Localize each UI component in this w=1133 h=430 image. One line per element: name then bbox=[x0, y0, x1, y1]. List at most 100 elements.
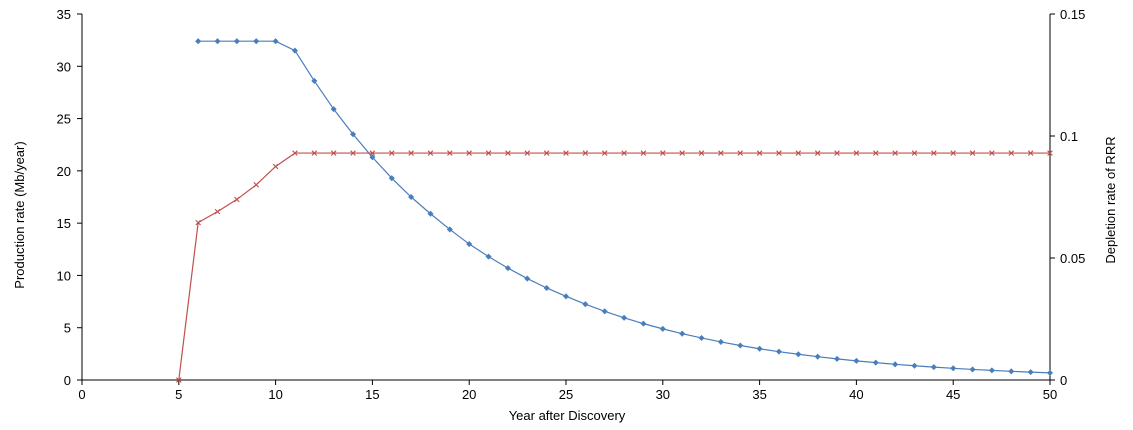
data-point-x bbox=[679, 150, 685, 156]
data-point-x bbox=[330, 150, 337, 156]
data-point-x bbox=[950, 150, 956, 156]
y-tick-label-left: 20 bbox=[57, 164, 71, 179]
data-point-x bbox=[485, 150, 492, 156]
x-tick-label: 35 bbox=[752, 387, 766, 402]
y-tick-label-left: 30 bbox=[57, 59, 71, 74]
y-tick-label-left: 35 bbox=[57, 7, 71, 22]
x-tick-label: 30 bbox=[656, 387, 670, 402]
y-tick-label-left: 0 bbox=[64, 373, 71, 388]
data-point-diamond bbox=[775, 348, 782, 355]
x-tick-label: 40 bbox=[849, 387, 863, 402]
data-point-diamond bbox=[253, 38, 260, 45]
data-point-x bbox=[718, 150, 724, 156]
y-axis-title-right: Depletion rate of RRR bbox=[1103, 136, 1118, 263]
data-point-x bbox=[931, 150, 937, 156]
data-point-x bbox=[911, 150, 918, 156]
data-point-diamond bbox=[369, 154, 376, 161]
data-point-diamond bbox=[911, 362, 918, 369]
axes-group: 0 5 10 15 20 25 30 35 40 45 500510152025303500.050… bbox=[57, 7, 1086, 402]
data-point-x bbox=[447, 150, 453, 156]
data-point-x bbox=[621, 150, 627, 156]
data-point-x bbox=[427, 150, 434, 156]
data-point-x bbox=[756, 150, 763, 156]
data-point-x bbox=[776, 150, 782, 156]
data-point-diamond bbox=[195, 38, 202, 45]
data-point-diamond bbox=[717, 338, 724, 345]
y-tick-label-left: 10 bbox=[57, 268, 71, 283]
data-point-diamond bbox=[272, 38, 279, 45]
data-point-diamond bbox=[601, 308, 608, 315]
y-tick-label-right: 0 bbox=[1060, 373, 1067, 388]
data-point-diamond bbox=[311, 77, 318, 84]
data-point-x bbox=[214, 208, 221, 215]
x-tick-label: 20 bbox=[462, 387, 476, 402]
x-axis-title: Year after Discovery bbox=[509, 408, 626, 423]
data-point-diamond bbox=[1027, 369, 1034, 376]
x-tick-label: 5 bbox=[175, 387, 182, 402]
data-point-x bbox=[582, 150, 589, 156]
data-point-diamond bbox=[330, 106, 337, 113]
data-point-diamond bbox=[659, 325, 666, 332]
data-point-diamond bbox=[543, 284, 550, 292]
y-tick-label-left: 5 bbox=[64, 321, 71, 336]
data-point-x bbox=[272, 163, 279, 170]
series-group bbox=[176, 38, 1054, 383]
data-point-x bbox=[408, 150, 414, 156]
data-point-x bbox=[1008, 150, 1015, 156]
data-point-x bbox=[1027, 150, 1034, 156]
data-point-x bbox=[388, 150, 395, 156]
x-tick-label: 15 bbox=[365, 387, 379, 402]
data-point-x bbox=[640, 150, 647, 156]
data-point-diamond bbox=[950, 365, 957, 372]
data-point-diamond bbox=[408, 193, 415, 201]
data-point-x bbox=[524, 150, 531, 156]
data-point-diamond bbox=[1008, 368, 1015, 375]
data-point-diamond bbox=[834, 355, 841, 362]
data-point-diamond bbox=[214, 38, 221, 45]
data-point-diamond bbox=[446, 226, 453, 233]
data-point-diamond bbox=[485, 253, 492, 260]
data-point-diamond bbox=[504, 265, 511, 272]
data-point-diamond bbox=[524, 275, 531, 282]
data-point-diamond bbox=[795, 351, 802, 358]
data-point-diamond bbox=[388, 175, 395, 182]
data-point-x bbox=[292, 150, 298, 156]
data-point-diamond bbox=[756, 345, 763, 352]
x-tick-label: 10 bbox=[268, 387, 282, 402]
data-point-x bbox=[853, 150, 860, 156]
data-point-x bbox=[195, 219, 201, 226]
data-point-diamond bbox=[698, 334, 705, 341]
y-tick-label-left: 15 bbox=[57, 216, 71, 231]
data-point-x bbox=[369, 150, 376, 156]
data-point-x bbox=[834, 150, 840, 156]
data-point-diamond bbox=[233, 38, 240, 45]
data-point-x bbox=[989, 150, 995, 156]
data-point-diamond bbox=[291, 47, 298, 54]
data-point-x bbox=[698, 150, 705, 156]
data-point-diamond bbox=[466, 241, 473, 248]
data-point-diamond bbox=[640, 320, 647, 327]
data-point-x bbox=[872, 150, 879, 156]
data-point-x bbox=[660, 150, 666, 156]
data-point-x bbox=[737, 150, 744, 156]
series-line-2 bbox=[178, 152, 1050, 381]
data-point-x bbox=[892, 150, 898, 156]
x-tick-label: 0 bbox=[78, 387, 85, 402]
data-point-x bbox=[350, 150, 356, 156]
data-point-x bbox=[176, 377, 182, 383]
y-tick-label-right: 0.05 bbox=[1060, 251, 1085, 266]
x-tick-label: 45 bbox=[946, 387, 960, 402]
data-point-x bbox=[234, 196, 240, 203]
data-point-x bbox=[969, 150, 976, 156]
data-point-diamond bbox=[679, 330, 686, 337]
data-point-x bbox=[601, 150, 608, 156]
series-line-1 bbox=[198, 40, 1051, 374]
data-point-x bbox=[795, 150, 802, 156]
data-point-x bbox=[563, 150, 569, 156]
data-point-x bbox=[311, 150, 318, 156]
data-point-diamond bbox=[621, 314, 628, 321]
data-point-x bbox=[505, 150, 511, 156]
data-point-x bbox=[1047, 150, 1053, 156]
data-point-diamond bbox=[853, 357, 860, 364]
